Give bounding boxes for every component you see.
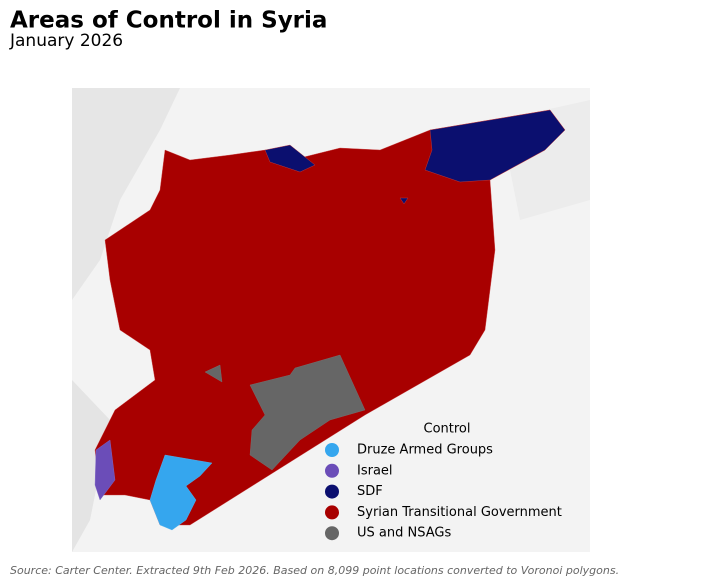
legend-label: Israel [357,463,393,478]
legend-label: Syrian Transitional Government [357,505,562,520]
legend-swatch [325,526,339,541]
region [399,197,409,205]
legend-title: Control [424,422,471,437]
region [249,354,366,471]
legend-label: US and NSAGs [357,526,451,541]
regions [94,109,566,531]
hillshade [72,88,180,300]
region [94,109,566,526]
region [424,109,566,183]
region [94,439,116,501]
source-note: Source: Carter Center. Extracted 9th Feb… [10,564,619,577]
legend-swatch [325,443,339,457]
region [264,144,316,173]
legend-swatch [325,463,339,478]
title: Areas of Control in Syria [10,8,327,34]
legend-swatch [325,484,339,499]
region [204,364,223,383]
subtitle: January 2026 [9,31,123,51]
region [149,454,213,531]
legend-label: Druze Armed Groups [357,443,493,458]
legend: Control Druze Armed Groups Israel SDF Syria… [325,422,562,541]
hillshade [72,380,110,552]
legend-swatch [325,505,339,520]
legend-label: SDF [357,484,383,499]
